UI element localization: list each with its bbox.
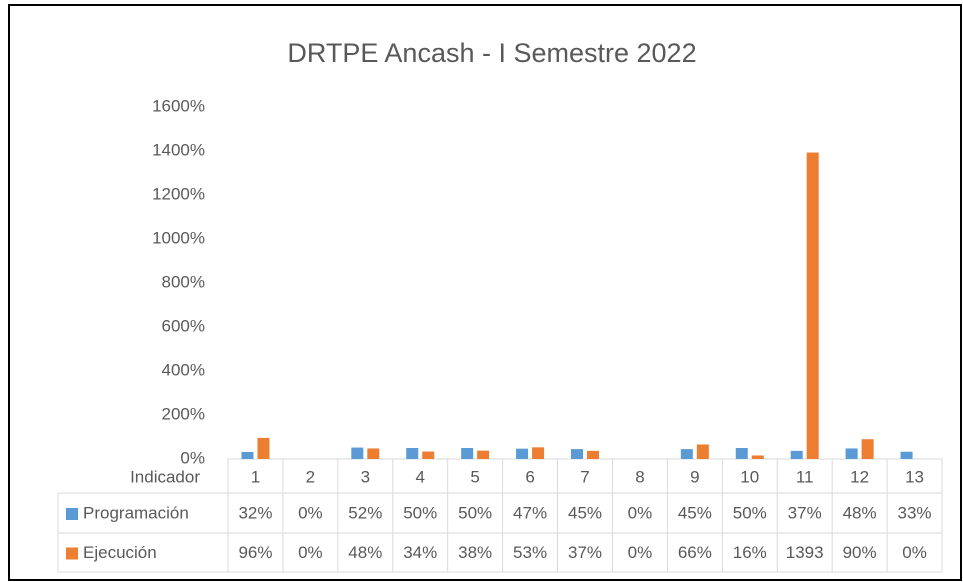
data-label: 34% bbox=[403, 543, 437, 562]
x-tick-label: 12 bbox=[850, 467, 869, 486]
data-label: 47% bbox=[513, 503, 547, 522]
data-label: 0% bbox=[628, 503, 653, 522]
data-label: 50% bbox=[403, 503, 437, 522]
bar bbox=[406, 448, 419, 459]
bar bbox=[900, 451, 913, 459]
x-tick-label: 5 bbox=[470, 467, 479, 486]
bar bbox=[516, 448, 529, 459]
bar bbox=[806, 152, 819, 460]
data-label: 16% bbox=[733, 543, 767, 562]
bar bbox=[532, 447, 545, 459]
y-tick-label: 0% bbox=[180, 448, 205, 467]
x-tick-label: 11 bbox=[796, 467, 814, 486]
bar bbox=[735, 448, 748, 459]
data-label: 0% bbox=[902, 543, 927, 562]
bar bbox=[680, 449, 693, 459]
x-tick-label: 13 bbox=[905, 467, 924, 486]
data-label: 32% bbox=[238, 503, 272, 522]
chart-title: DRTPE Ancash - I Semestre 2022 bbox=[287, 38, 696, 68]
x-tick-label: 6 bbox=[525, 467, 534, 486]
y-tick-label: 800% bbox=[162, 272, 205, 291]
y-tick-label: 1000% bbox=[152, 228, 205, 247]
data-label: 66% bbox=[678, 543, 712, 562]
y-tick-label: 1600% bbox=[152, 96, 205, 115]
data-label: 50% bbox=[733, 503, 767, 522]
data-label: 48% bbox=[843, 503, 877, 522]
data-label: 37% bbox=[788, 503, 822, 522]
bar bbox=[571, 449, 583, 459]
y-tick-label: 400% bbox=[162, 360, 205, 379]
bar bbox=[751, 455, 764, 459]
bar bbox=[845, 448, 858, 459]
bar bbox=[696, 444, 709, 459]
data-label: 0% bbox=[298, 503, 323, 522]
data-label: 33% bbox=[898, 503, 932, 522]
x-tick-label: 4 bbox=[415, 467, 424, 486]
data-label: 0% bbox=[298, 543, 323, 562]
bar bbox=[461, 448, 474, 459]
data-label: 48% bbox=[348, 543, 382, 562]
y-tick-label: 1400% bbox=[152, 140, 205, 159]
x-tick-label: 8 bbox=[635, 467, 644, 486]
legend-label: Ejecución bbox=[83, 543, 157, 562]
x-tick-label: 2 bbox=[306, 467, 315, 486]
data-label: 50% bbox=[458, 503, 492, 522]
x-tick-label: 10 bbox=[740, 467, 759, 486]
data-label: 0% bbox=[628, 543, 653, 562]
bar bbox=[422, 451, 435, 459]
bar bbox=[790, 450, 803, 459]
x-tick-label: 1 bbox=[251, 467, 260, 486]
data-label: 45% bbox=[568, 503, 602, 522]
data-label: 90% bbox=[843, 543, 877, 562]
x-tick-label: 9 bbox=[690, 467, 699, 486]
data-label: 53% bbox=[513, 543, 547, 562]
bar bbox=[351, 447, 364, 459]
data-label: 1393 bbox=[786, 543, 824, 562]
bar bbox=[477, 450, 490, 459]
bar bbox=[241, 451, 254, 459]
x-tick-label: 3 bbox=[361, 467, 370, 486]
bar bbox=[367, 448, 380, 459]
chart-frame bbox=[8, 4, 962, 581]
data-label: 52% bbox=[348, 503, 382, 522]
data-label: 37% bbox=[568, 543, 602, 562]
data-label: 96% bbox=[238, 543, 272, 562]
bar bbox=[861, 439, 874, 459]
data-label: 45% bbox=[678, 503, 712, 522]
data-label: 38% bbox=[458, 543, 492, 562]
bar bbox=[587, 450, 599, 459]
legend-swatch bbox=[66, 547, 78, 560]
y-tick-label: 1200% bbox=[152, 184, 205, 203]
table-header: Indicador bbox=[130, 467, 200, 486]
x-tick-label: 7 bbox=[580, 467, 589, 486]
legend-swatch bbox=[66, 508, 78, 520]
bar bbox=[257, 437, 270, 459]
y-tick-label: 200% bbox=[162, 404, 205, 423]
y-tick-label: 600% bbox=[162, 316, 205, 335]
legend-label: Programación bbox=[83, 503, 189, 522]
